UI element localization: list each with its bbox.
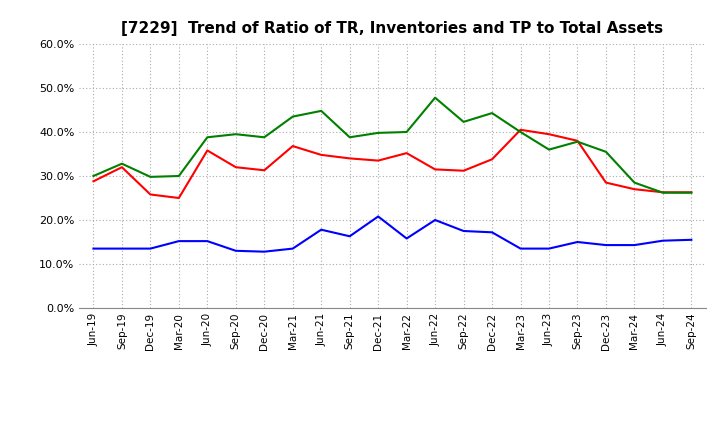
Inventories [687, 237, 696, 242]
Trade Payables [687, 190, 696, 195]
Trade Receivables [317, 152, 325, 158]
Trade Receivables [630, 187, 639, 192]
Trade Receivables [573, 138, 582, 143]
Inventories [117, 246, 126, 251]
Trade Receivables [459, 168, 468, 173]
Trade Payables [146, 174, 155, 180]
Trade Receivables [545, 132, 554, 137]
Trade Receivables [346, 156, 354, 161]
Trade Receivables [516, 127, 525, 132]
Inventories [260, 249, 269, 254]
Inventories [374, 214, 382, 219]
Trade Receivables [146, 192, 155, 197]
Line: Trade Receivables: Trade Receivables [94, 130, 691, 198]
Trade Payables [346, 135, 354, 140]
Line: Inventories: Inventories [94, 216, 691, 252]
Inventories [516, 246, 525, 251]
Inventories [317, 227, 325, 232]
Trade Payables [317, 108, 325, 114]
Inventories [203, 238, 212, 244]
Trade Payables [516, 129, 525, 135]
Trade Receivables [89, 179, 98, 184]
Trade Payables [232, 132, 240, 137]
Trade Payables [630, 180, 639, 185]
Trade Receivables [431, 167, 439, 172]
Trade Payables [203, 135, 212, 140]
Trade Receivables [203, 148, 212, 153]
Inventories [659, 238, 667, 243]
Inventories [346, 234, 354, 239]
Trade Payables [573, 139, 582, 144]
Trade Payables [459, 119, 468, 125]
Trade Payables [545, 147, 554, 152]
Trade Payables [487, 110, 496, 116]
Inventories [573, 239, 582, 245]
Trade Payables [289, 114, 297, 119]
Trade Payables [117, 161, 126, 166]
Trade Receivables [289, 143, 297, 149]
Trade Receivables [659, 190, 667, 195]
Trade Payables [174, 173, 183, 179]
Trade Payables [659, 190, 667, 195]
Trade Receivables [687, 190, 696, 195]
Trade Payables [89, 173, 98, 179]
Inventories [174, 238, 183, 244]
Trade Payables [374, 130, 382, 136]
Inventories [232, 248, 240, 253]
Trade Receivables [232, 165, 240, 170]
Line: Trade Payables: Trade Payables [94, 98, 691, 193]
Trade Receivables [174, 195, 183, 201]
Inventories [459, 228, 468, 234]
Trade Receivables [374, 158, 382, 163]
Trade Receivables [260, 168, 269, 173]
Trade Receivables [487, 157, 496, 162]
Inventories [630, 242, 639, 248]
Title: [7229]  Trend of Ratio of TR, Inventories and TP to Total Assets: [7229] Trend of Ratio of TR, Inventories… [122, 21, 663, 36]
Trade Receivables [602, 180, 611, 185]
Inventories [431, 217, 439, 223]
Inventories [402, 236, 411, 241]
Inventories [146, 246, 155, 251]
Inventories [602, 242, 611, 248]
Trade Payables [260, 135, 269, 140]
Trade Receivables [117, 165, 126, 170]
Inventories [89, 246, 98, 251]
Inventories [289, 246, 297, 251]
Trade Payables [431, 95, 439, 100]
Trade Receivables [402, 150, 411, 156]
Inventories [545, 246, 554, 251]
Trade Payables [402, 129, 411, 135]
Trade Payables [602, 149, 611, 154]
Inventories [487, 230, 496, 235]
